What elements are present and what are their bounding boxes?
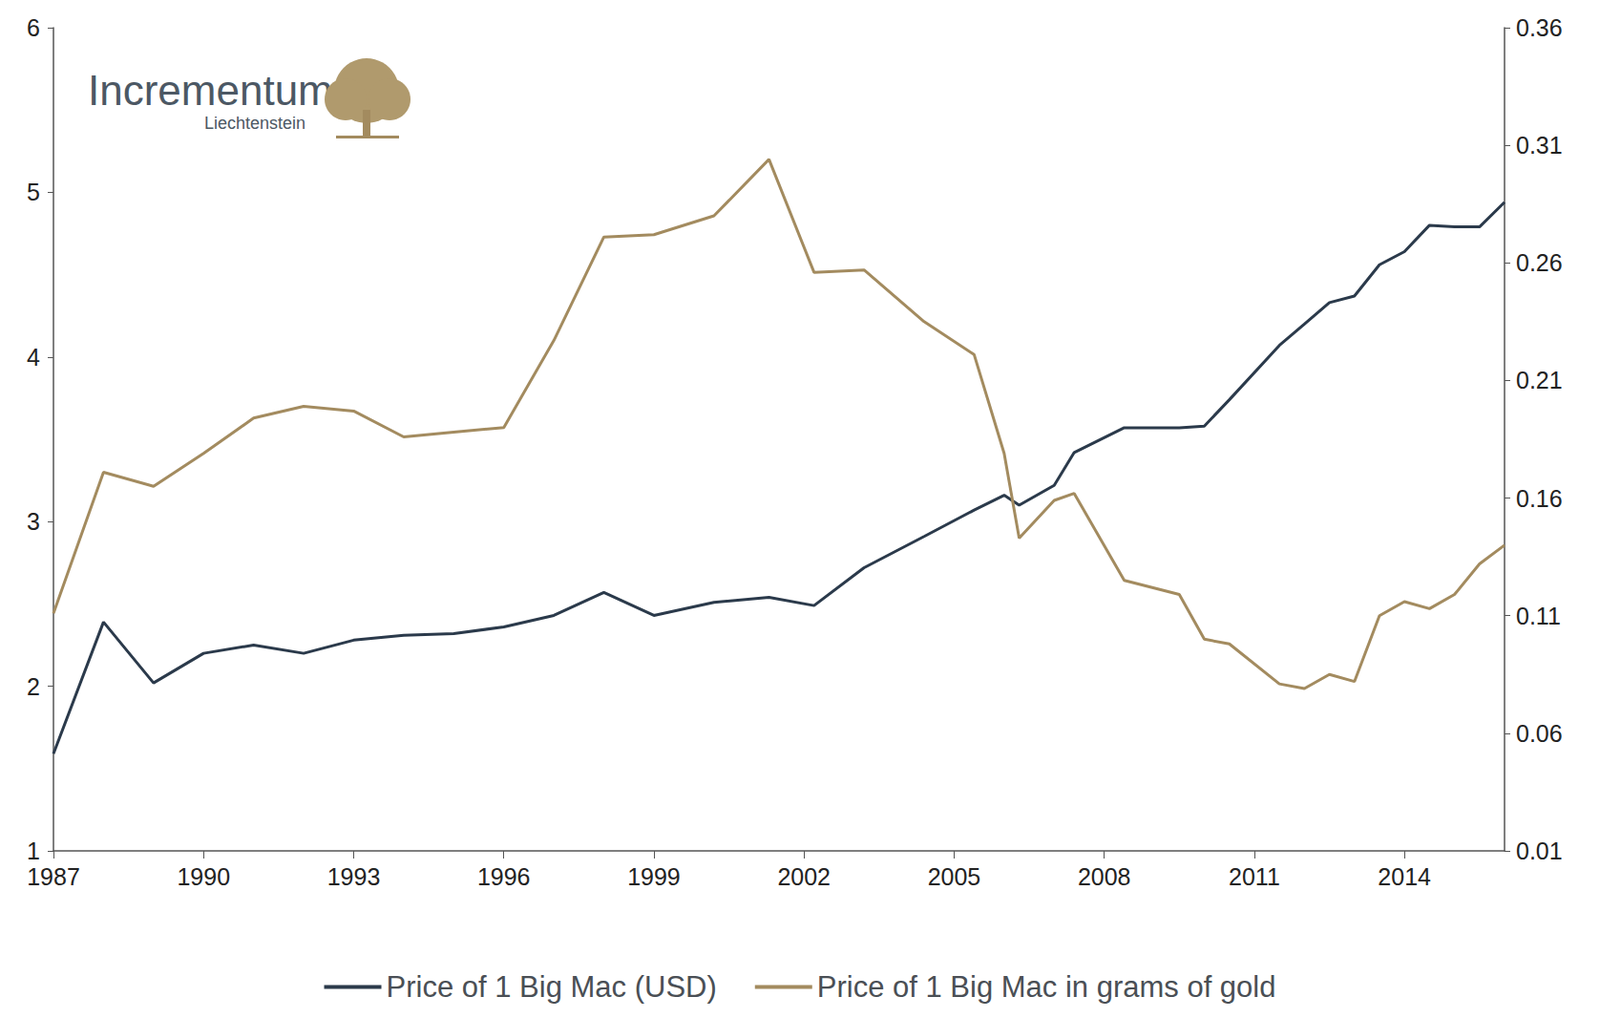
svg-text:0.36: 0.36: [1515, 14, 1563, 42]
svg-text:2: 2: [26, 673, 41, 700]
svg-text:6: 6: [26, 14, 41, 42]
svg-text:0.01: 0.01: [1515, 837, 1563, 864]
svg-text:1987: 1987: [26, 863, 81, 890]
svg-text:0.11: 0.11: [1515, 602, 1561, 630]
svg-text:0.26: 0.26: [1515, 249, 1563, 276]
svg-text:0.06: 0.06: [1515, 719, 1563, 747]
svg-text:2011: 2011: [1228, 863, 1281, 890]
svg-text:1996: 1996: [477, 863, 531, 890]
svg-text:2005: 2005: [927, 863, 982, 890]
svg-text:1993: 1993: [327, 863, 381, 890]
svg-text:Price of 1 Big Mac (USD): Price of 1 Big Mac (USD): [386, 969, 717, 1004]
svg-text:0.21: 0.21: [1515, 366, 1563, 394]
svg-text:Price of 1 Big Mac in grams of: Price of 1 Big Mac in grams of gold: [817, 969, 1277, 1004]
svg-text:1990: 1990: [176, 863, 231, 890]
svg-text:4: 4: [26, 343, 41, 371]
svg-text:2002: 2002: [777, 863, 831, 890]
svg-text:Incrementum: Incrementum: [87, 66, 334, 114]
svg-text:2008: 2008: [1077, 863, 1132, 890]
svg-text:1: 1: [26, 837, 41, 864]
svg-text:0.16: 0.16: [1515, 484, 1563, 512]
svg-text:3: 3: [26, 507, 41, 535]
svg-text:0.31: 0.31: [1515, 131, 1563, 159]
svg-text:5: 5: [26, 178, 41, 206]
svg-text:1999: 1999: [627, 863, 681, 890]
svg-text:Liechtenstein: Liechtenstein: [204, 113, 306, 133]
svg-text:2014: 2014: [1377, 863, 1432, 890]
